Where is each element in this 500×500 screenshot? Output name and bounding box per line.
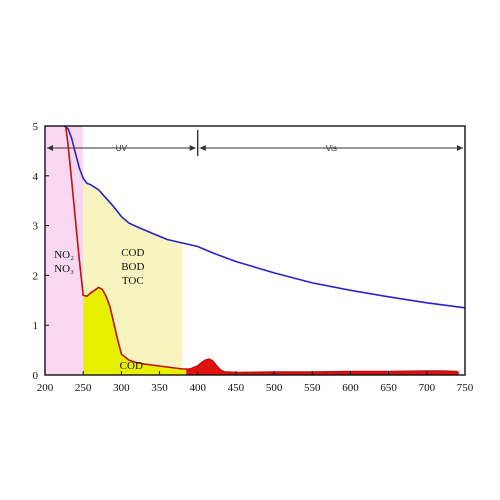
uv-absorbance-fill xyxy=(83,287,187,375)
y-tick-label-1: 0 xyxy=(33,370,39,382)
y-tick-label-6: 5 xyxy=(33,121,39,133)
absorbance-fills xyxy=(83,126,459,375)
band-label-bg-2 xyxy=(322,143,340,152)
band-label-1: UV xyxy=(116,144,128,153)
region-label-1-1: NO₂ xyxy=(54,249,74,261)
region-mask-above-curve xyxy=(83,126,183,244)
series-line-1 xyxy=(63,125,466,309)
x-tick-label-6: 450 xyxy=(228,382,245,394)
band-arrow-left-1 xyxy=(47,145,53,151)
band-label-bg-1 xyxy=(112,143,130,152)
band-arrow-right-1 xyxy=(189,145,196,151)
x-tick-label-12: 750 xyxy=(457,382,474,394)
region-label-2-3: TOC xyxy=(122,275,144,287)
x-tick-label-3: 300 xyxy=(113,382,130,394)
vis-absorbance-fill xyxy=(186,359,459,375)
y-tick-label-5: 4 xyxy=(33,171,39,183)
fill-label: COD xyxy=(120,360,143,372)
y-tick-label-4: 3 xyxy=(33,221,39,233)
series-lines xyxy=(63,125,466,374)
region-label-2-2: BOD xyxy=(121,261,144,273)
region-background-1 xyxy=(45,126,84,375)
x-tick-label-7: 500 xyxy=(266,382,283,394)
axis-ticks: 200 250 300 350 400 450 500 550 600 650 700 750 0 1 2 3… xyxy=(33,121,474,394)
x-tick-label-8: 550 xyxy=(304,382,321,394)
band-arrows: UV Vis xyxy=(47,130,463,156)
band-label-2: Vis xyxy=(326,144,337,153)
region-labels: NO₂ NO₃ COD BOD TOC COD xyxy=(54,247,144,372)
x-tick-label-11: 700 xyxy=(419,382,436,394)
y-tick-label-2: 1 xyxy=(33,320,39,332)
band-arrow-left-2 xyxy=(199,145,206,151)
band-arrow-right-2 xyxy=(457,145,463,151)
x-tick-label-5: 400 xyxy=(189,382,206,394)
region-label-2-1: COD xyxy=(121,247,144,259)
x-tick-label-2: 250 xyxy=(75,382,92,394)
region-label-1-2: NO₃ xyxy=(54,263,74,275)
series-line-2 xyxy=(64,125,458,374)
x-tick-label-4: 350 xyxy=(151,382,168,394)
plot-frame xyxy=(44,125,466,376)
y-tick-label-3: 2 xyxy=(33,270,39,282)
x-tick-label-10: 650 xyxy=(380,382,397,394)
x-tick-label-9: 600 xyxy=(342,382,359,394)
x-tick-label-1: 200 xyxy=(37,382,54,394)
